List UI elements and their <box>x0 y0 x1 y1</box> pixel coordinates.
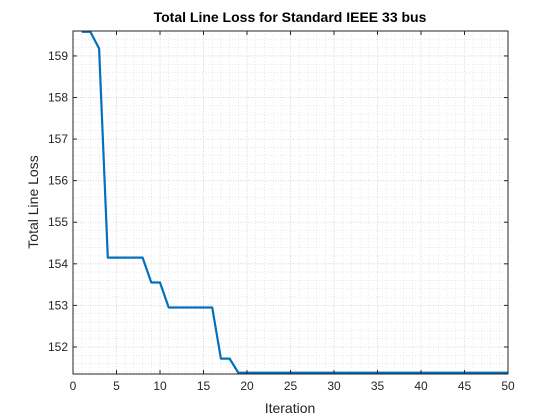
x-tick-label: 5 <box>113 379 120 393</box>
y-tick-label: 155 <box>48 215 68 229</box>
y-tick-label: 156 <box>48 174 68 188</box>
x-tick-label: 10 <box>153 379 167 393</box>
x-tick-label: 15 <box>197 379 211 393</box>
y-axis-label: Total Line Loss <box>25 155 41 248</box>
x-tick-label: 40 <box>414 379 428 393</box>
chart-title: Total Line Loss for Standard IEEE 33 bus <box>154 9 427 25</box>
x-tick-label: 50 <box>501 379 515 393</box>
y-tick-label: 157 <box>48 132 68 146</box>
y-tick-label: 153 <box>48 298 68 312</box>
x-tick-label: 25 <box>284 379 298 393</box>
plot-area <box>73 31 508 374</box>
x-tick-label: 20 <box>240 379 254 393</box>
x-tick-label: 35 <box>371 379 385 393</box>
x-tick-label: 30 <box>327 379 341 393</box>
ticks-layer <box>72 31 509 374</box>
tick-labels: 0 5 10 15 20 25 30 35 40 45 50 152 153 154 155 156 157 15… <box>48 49 515 393</box>
y-tick-label: 154 <box>48 257 68 271</box>
x-axis-label: Iteration <box>265 400 316 416</box>
minor-grid <box>73 30 508 374</box>
series-line-1 <box>81 30 508 374</box>
major-grid <box>72 31 509 374</box>
x-tick-label: 0 <box>70 379 77 393</box>
y-tick-label: 159 <box>48 49 68 63</box>
x-tick-label: 45 <box>458 379 472 393</box>
y-tick-label: 152 <box>48 340 68 354</box>
y-tick-label: 158 <box>48 91 68 105</box>
series-layer <box>81 30 508 374</box>
